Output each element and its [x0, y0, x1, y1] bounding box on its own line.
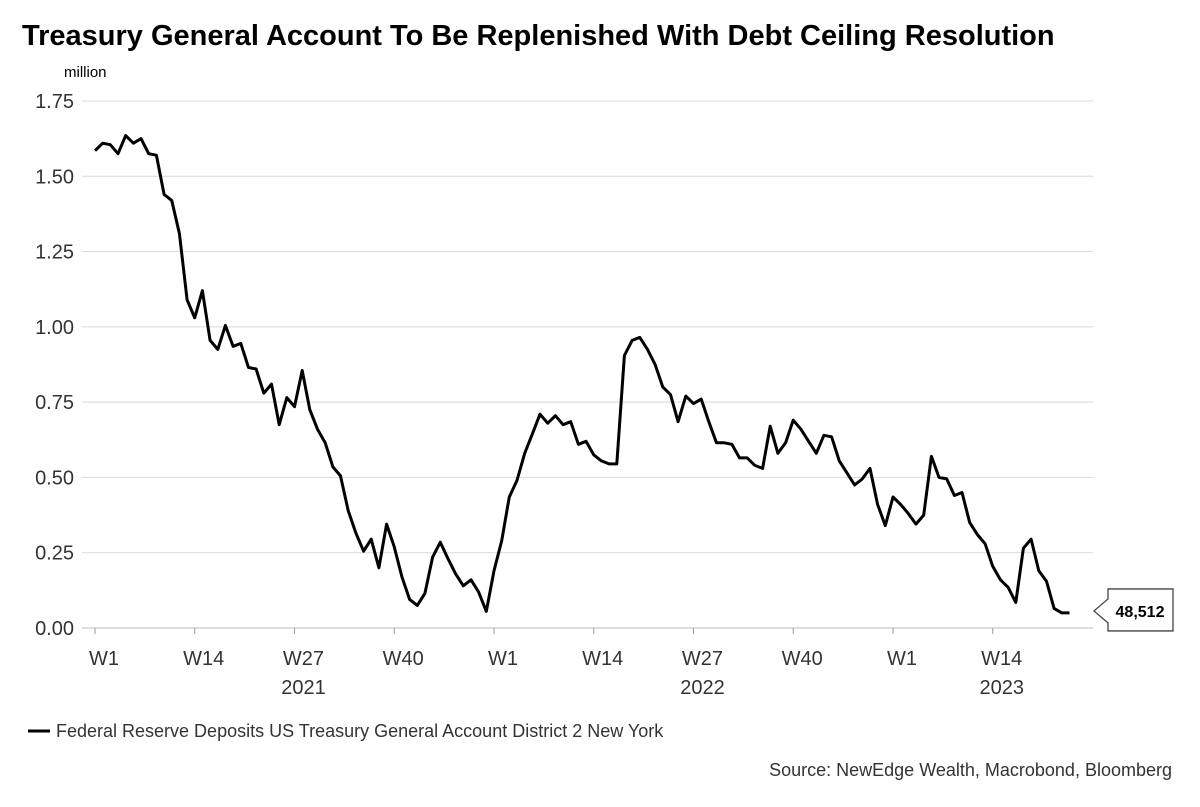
callout-box: [1093, 588, 1174, 632]
y-tick-label: 1.25: [35, 242, 74, 264]
y-tick-label: 0.75: [35, 392, 74, 414]
gridlines: [82, 100, 1093, 629]
y-tick-label: 1.00: [35, 317, 74, 339]
x-tick-label: W14: [981, 648, 1022, 670]
source-note: Source: NewEdge Wealth, Macrobond, Bloom…: [769, 760, 1172, 780]
x-tick-label: W27: [682, 648, 723, 670]
x-axis-year-labels: 2021 2022 2023: [281, 677, 1024, 699]
x-tick-label: W1: [89, 648, 119, 670]
legend-label: Federal Reserve Deposits US Treasury Gen…: [56, 721, 664, 741]
y-axis-unit-label: million: [64, 64, 107, 81]
series-line: [93, 134, 1070, 615]
x-tick-label: W14: [582, 648, 623, 670]
y-axis-ticks: 0.00 0.25 0.50 0.75 1.00 1.25 1.50 1.75: [35, 91, 74, 640]
x-year-label: 2023: [979, 677, 1024, 699]
y-tick-label: 1.50: [35, 166, 74, 188]
x-year-label: 2022: [680, 677, 725, 699]
x-tick-label: W40: [383, 648, 424, 670]
y-tick-label: 0.25: [35, 543, 74, 565]
x-axis-ticks: W1 W14 W27 W40 W1 W14 W27 W40 W1 W14: [89, 628, 1022, 670]
x-tick-label: W1: [887, 648, 917, 670]
x-tick-label: W1: [488, 648, 518, 670]
x-tick-label: W40: [782, 648, 823, 670]
x-tick-label: W27: [283, 648, 324, 670]
x-year-label: 2021: [281, 677, 326, 699]
y-tick-label: 0.00: [35, 618, 74, 640]
y-tick-label: 1.75: [35, 91, 74, 113]
series-group: [93, 134, 1070, 615]
x-tick-label: W14: [183, 648, 224, 670]
callout-value: 48,512: [1116, 604, 1165, 621]
chart-title: Treasury General Account To Be Replenish…: [22, 20, 1055, 52]
y-tick-label: 0.50: [35, 467, 74, 489]
last-value-callout: 48,512: [1093, 588, 1174, 632]
